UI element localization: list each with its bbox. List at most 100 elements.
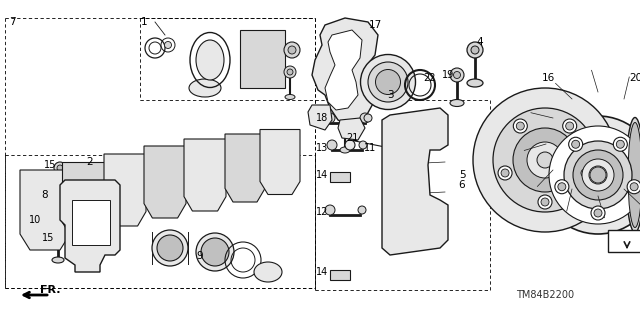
Text: 6: 6 bbox=[459, 180, 465, 190]
Circle shape bbox=[54, 162, 66, 174]
Ellipse shape bbox=[368, 62, 408, 102]
Polygon shape bbox=[106, 156, 144, 208]
Ellipse shape bbox=[573, 150, 623, 200]
Circle shape bbox=[473, 88, 617, 232]
Circle shape bbox=[325, 205, 335, 215]
Ellipse shape bbox=[254, 262, 282, 282]
Ellipse shape bbox=[564, 141, 632, 209]
Text: 9: 9 bbox=[196, 251, 204, 261]
Ellipse shape bbox=[47, 210, 57, 214]
Ellipse shape bbox=[37, 217, 47, 224]
Circle shape bbox=[38, 217, 45, 224]
Polygon shape bbox=[225, 134, 265, 202]
Circle shape bbox=[566, 122, 573, 130]
Polygon shape bbox=[260, 130, 300, 195]
Circle shape bbox=[501, 169, 509, 177]
Circle shape bbox=[569, 137, 582, 151]
Polygon shape bbox=[22, 172, 68, 230]
Circle shape bbox=[327, 140, 337, 150]
Ellipse shape bbox=[589, 166, 607, 184]
Ellipse shape bbox=[539, 116, 640, 234]
Circle shape bbox=[541, 198, 549, 206]
Text: 17: 17 bbox=[369, 20, 381, 30]
Text: 15: 15 bbox=[42, 233, 54, 243]
Circle shape bbox=[287, 69, 293, 75]
Circle shape bbox=[572, 140, 580, 148]
Circle shape bbox=[578, 166, 592, 180]
Ellipse shape bbox=[345, 140, 355, 150]
Circle shape bbox=[284, 42, 300, 58]
Polygon shape bbox=[184, 139, 226, 211]
Ellipse shape bbox=[285, 94, 295, 100]
Circle shape bbox=[513, 119, 527, 133]
Text: 10: 10 bbox=[29, 215, 41, 225]
Circle shape bbox=[591, 206, 605, 220]
Polygon shape bbox=[146, 148, 184, 200]
Ellipse shape bbox=[52, 257, 64, 263]
Circle shape bbox=[325, 113, 335, 123]
Circle shape bbox=[581, 169, 589, 177]
Bar bbox=[72, 200, 110, 245]
Circle shape bbox=[627, 180, 640, 194]
Circle shape bbox=[616, 140, 625, 148]
Circle shape bbox=[454, 71, 461, 78]
Circle shape bbox=[590, 167, 606, 183]
Circle shape bbox=[563, 119, 577, 133]
Circle shape bbox=[55, 237, 61, 243]
Polygon shape bbox=[104, 154, 146, 226]
Bar bbox=[330, 172, 350, 182]
Ellipse shape bbox=[450, 100, 464, 107]
Ellipse shape bbox=[628, 122, 640, 227]
Circle shape bbox=[538, 195, 552, 209]
Ellipse shape bbox=[340, 147, 350, 153]
Circle shape bbox=[52, 234, 64, 246]
Circle shape bbox=[498, 166, 512, 180]
Ellipse shape bbox=[359, 141, 367, 149]
Ellipse shape bbox=[364, 114, 372, 122]
Text: 3: 3 bbox=[387, 90, 394, 100]
Text: 7: 7 bbox=[9, 17, 15, 27]
Circle shape bbox=[555, 180, 569, 194]
Polygon shape bbox=[262, 131, 298, 178]
Text: 18: 18 bbox=[316, 113, 328, 123]
Circle shape bbox=[513, 128, 577, 192]
Circle shape bbox=[630, 183, 638, 191]
Text: 16: 16 bbox=[541, 73, 555, 83]
Ellipse shape bbox=[189, 79, 221, 97]
Ellipse shape bbox=[201, 238, 229, 266]
Circle shape bbox=[47, 190, 57, 200]
Circle shape bbox=[493, 108, 597, 212]
Text: 14: 14 bbox=[316, 170, 328, 180]
Circle shape bbox=[471, 46, 479, 54]
Circle shape bbox=[360, 113, 370, 123]
Ellipse shape bbox=[549, 126, 640, 224]
Text: TM84B2200: TM84B2200 bbox=[516, 290, 574, 300]
Text: 15: 15 bbox=[44, 160, 56, 170]
Text: 14: 14 bbox=[316, 267, 328, 277]
Ellipse shape bbox=[54, 185, 66, 191]
Ellipse shape bbox=[358, 206, 366, 214]
Polygon shape bbox=[308, 105, 332, 130]
Text: 19: 19 bbox=[442, 70, 454, 80]
Ellipse shape bbox=[467, 79, 483, 87]
Circle shape bbox=[467, 42, 483, 58]
Text: 2: 2 bbox=[86, 157, 93, 167]
Polygon shape bbox=[144, 146, 186, 218]
Ellipse shape bbox=[360, 55, 415, 109]
Circle shape bbox=[288, 46, 296, 54]
Text: 20: 20 bbox=[629, 73, 640, 83]
Polygon shape bbox=[382, 108, 448, 255]
Ellipse shape bbox=[157, 235, 183, 261]
Polygon shape bbox=[186, 141, 224, 193]
Circle shape bbox=[594, 209, 602, 217]
Text: 4: 4 bbox=[477, 37, 483, 47]
Polygon shape bbox=[20, 170, 70, 250]
Circle shape bbox=[450, 68, 464, 82]
Text: 5: 5 bbox=[459, 170, 465, 180]
Text: 12: 12 bbox=[316, 207, 328, 217]
Polygon shape bbox=[312, 18, 378, 125]
Ellipse shape bbox=[152, 230, 188, 266]
Text: 11: 11 bbox=[364, 143, 376, 153]
Circle shape bbox=[558, 183, 566, 191]
Circle shape bbox=[613, 137, 627, 151]
